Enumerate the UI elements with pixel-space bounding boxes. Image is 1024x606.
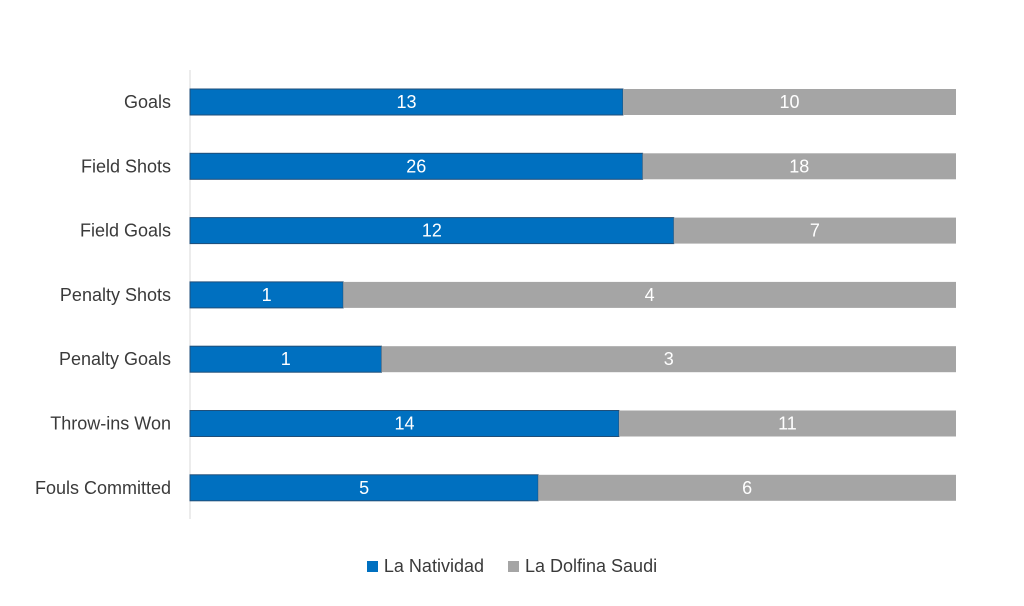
bar-la-natividad [189, 410, 620, 437]
category-label: Penalty Goals [59, 349, 171, 369]
data-label: 3 [664, 349, 674, 369]
data-label: 7 [810, 221, 820, 241]
data-label: 12 [422, 221, 442, 241]
data-label: 1 [262, 285, 272, 305]
bar-la-dolfina-saudi [642, 153, 956, 180]
legend-swatch-la-natividad [366, 561, 378, 572]
data-label: 5 [359, 478, 369, 498]
bar-la-dolfina-saudi [381, 346, 956, 373]
category-label: Throw-ins Won [50, 414, 171, 434]
category-label: Field Goals [80, 221, 171, 241]
bar-la-natividad [189, 217, 675, 245]
category-label: Penalty Shots [60, 285, 171, 305]
category-label: Goals [124, 92, 171, 112]
legend-item-la-dolfina-saudi: La Dolfina Saudi [507, 556, 658, 577]
data-label: 26 [406, 156, 426, 176]
data-label: 13 [396, 92, 416, 112]
legend-label-la-dolfina-saudi: La Dolfina Saudi [524, 556, 658, 576]
legend-item-la-natividad: La Natividad [366, 556, 484, 577]
bar-la-natividad [189, 152, 644, 180]
bar-la-natividad [189, 474, 539, 502]
legend-label-la-natividad: La Natividad [383, 556, 484, 576]
category-label: Fouls Committed [35, 478, 171, 498]
data-label: 10 [779, 92, 799, 112]
bar-la-dolfina-saudi [618, 410, 956, 437]
bar-la-dolfina-saudi [673, 217, 956, 244]
bar-la-natividad [189, 281, 344, 309]
data-label: 4 [645, 285, 655, 305]
legend: La Natividad La Dolfina Saudi [0, 556, 1024, 577]
data-label: 14 [394, 414, 414, 434]
bar-la-dolfina-saudi [538, 474, 956, 501]
legend-swatch-la-dolfina-saudi [507, 561, 519, 572]
data-label: 11 [778, 414, 797, 434]
data-label: 1 [281, 349, 291, 369]
bar-la-dolfina-saudi [622, 89, 956, 115]
data-label: 18 [789, 156, 809, 176]
data-label: 6 [742, 478, 752, 498]
bar-la-natividad [189, 345, 382, 373]
bar-la-dolfina-saudi [343, 281, 956, 308]
category-label: Field Shots [81, 156, 171, 176]
